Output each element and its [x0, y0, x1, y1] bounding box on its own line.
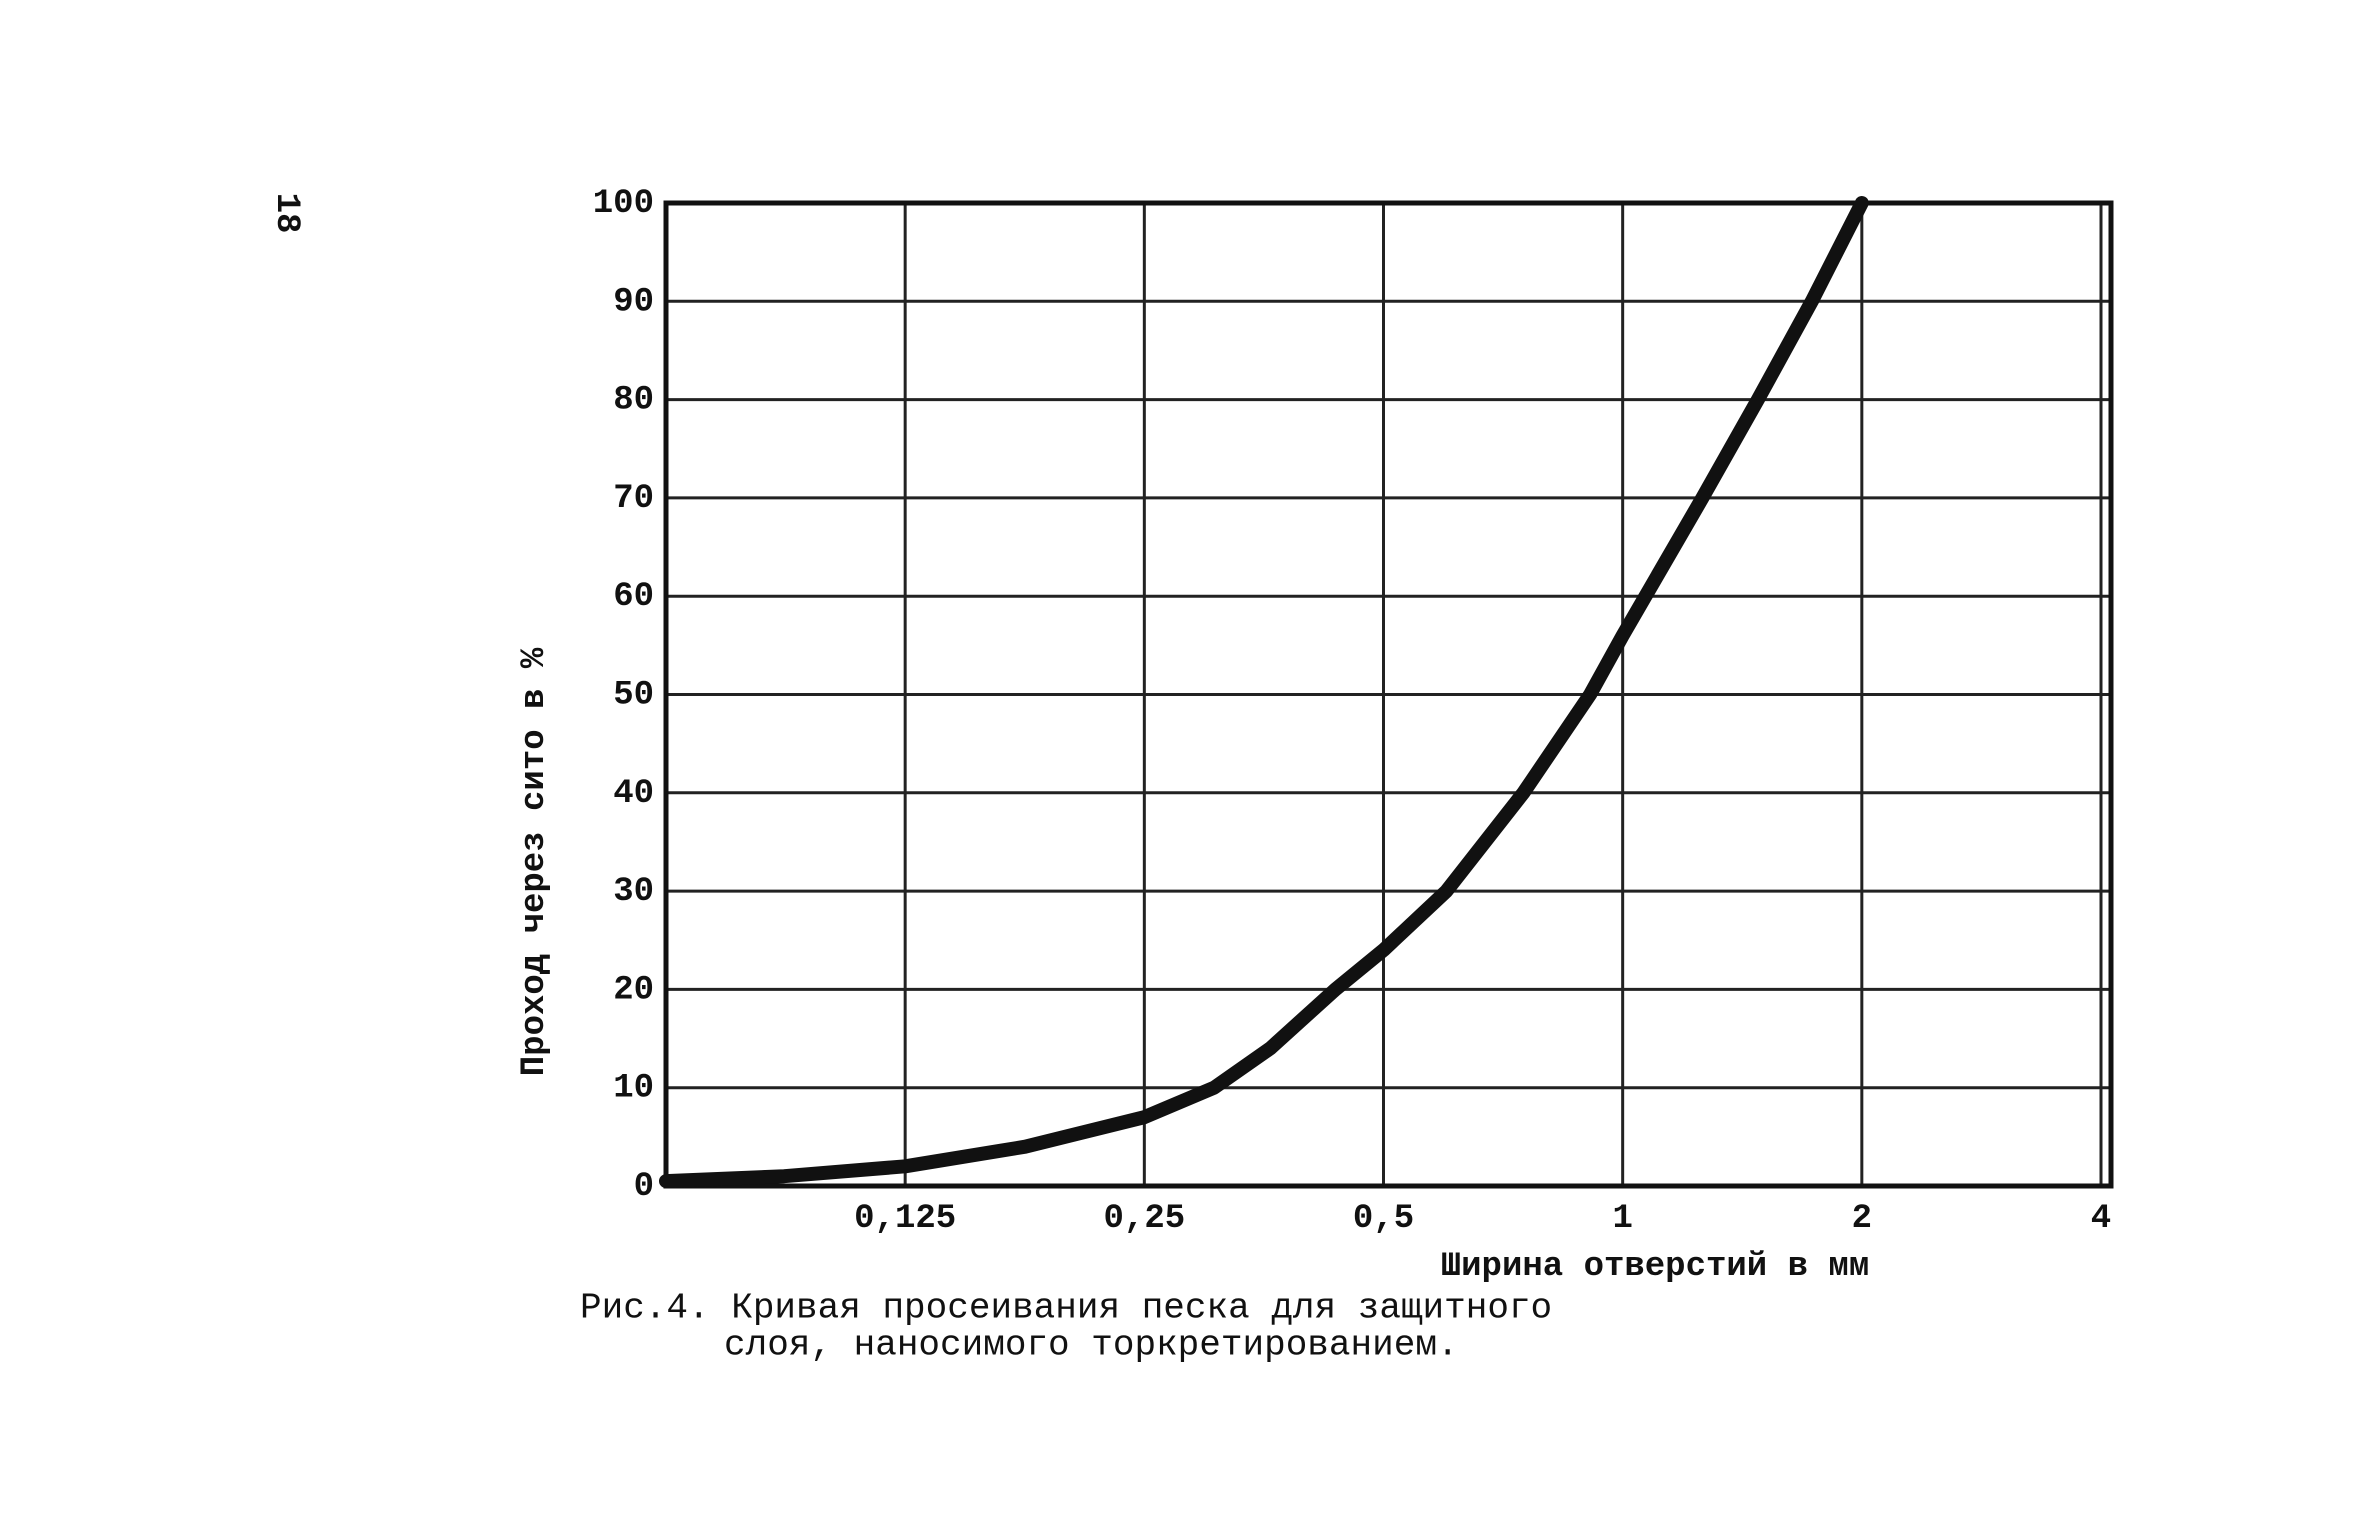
y-tick-label: 90 — [613, 283, 654, 321]
caption-line: Рис.4. Кривая просеивания песка для защи… — [580, 1288, 1552, 1329]
y-tick-label: 10 — [613, 1070, 654, 1108]
x-tick-label: 4 — [2091, 1200, 2111, 1238]
y-tick-label: 20 — [613, 971, 654, 1009]
y-axis-label: Проход через сито в % — [516, 647, 554, 1076]
y-tick-label: 50 — [613, 676, 654, 714]
x-tick-label: 0,5 — [1353, 1200, 1414, 1238]
y-tick-label: 80 — [613, 382, 654, 420]
plot-frame — [663, 200, 2114, 1189]
x-tick-label: 0,25 — [1104, 1200, 1186, 1238]
x-tick-label: 1 — [1612, 1200, 1632, 1238]
x-axis-label: Ширина отверстий в мм — [1441, 1248, 1869, 1286]
y-tick-label: 70 — [613, 480, 654, 518]
x-tick-label: 2 — [1852, 1200, 1872, 1238]
curve — [659, 196, 1869, 1189]
x-tick-label: 0,125 — [854, 1200, 956, 1238]
y-tick-label: 0 — [634, 1168, 654, 1206]
y-tick-label: 60 — [613, 578, 654, 616]
caption-line: слоя, наносимого торкретированием. — [724, 1325, 1459, 1366]
y-tick-label: 40 — [613, 775, 654, 813]
y-tick-label: 30 — [613, 873, 654, 911]
page-number: 18 — [267, 193, 305, 234]
y-tick-label: 100 — [593, 185, 654, 223]
